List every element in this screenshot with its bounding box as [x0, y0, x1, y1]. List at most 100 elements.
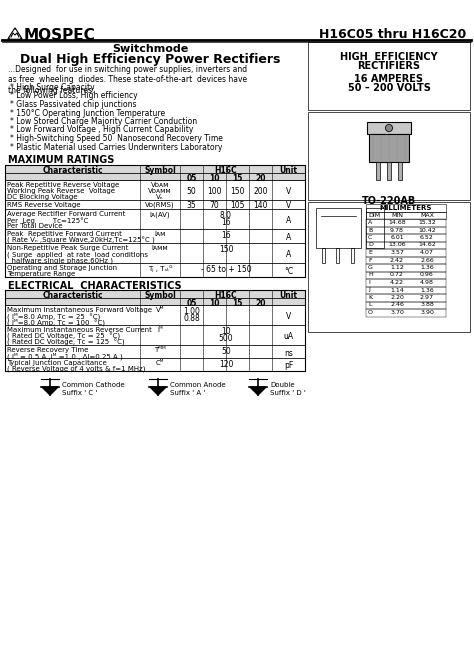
Text: Vᴅ(RMS): Vᴅ(RMS) — [145, 202, 175, 208]
Text: ELECTRICAL  CHARACTERISTICS: ELECTRICAL CHARACTERISTICS — [8, 281, 182, 291]
Text: 10: 10 — [209, 299, 220, 308]
Text: Tᴹᴹ: Tᴹᴹ — [154, 347, 166, 353]
Text: 4.07: 4.07 — [420, 250, 434, 255]
Text: - 65 to + 150: - 65 to + 150 — [201, 265, 251, 274]
Text: Suffix ' A ': Suffix ' A ' — [170, 390, 205, 396]
Text: Symbol: Symbol — [144, 291, 176, 300]
Text: ( Rated DC Voltage, Tᴄ = 125  °C): ( Rated DC Voltage, Tᴄ = 125 °C) — [7, 339, 125, 346]
Text: 1.12: 1.12 — [390, 265, 404, 270]
Text: Working Peak Reverse  Voltage: Working Peak Reverse Voltage — [7, 188, 115, 194]
Text: halfware,single phase,60Hz ): halfware,single phase,60Hz ) — [7, 257, 113, 263]
Text: 2.97: 2.97 — [420, 295, 434, 300]
Text: pF: pF — [284, 362, 293, 371]
Text: 500: 500 — [219, 334, 233, 343]
Text: * Plastic Material used Carries Underwriters Laboratory: * Plastic Material used Carries Underwri… — [10, 143, 222, 151]
Text: 2.42: 2.42 — [390, 257, 404, 263]
Bar — [5, 165, 305, 277]
Text: 2.20: 2.20 — [390, 295, 404, 300]
Bar — [5, 358, 305, 371]
Text: H16C05 thru H16C20: H16C05 thru H16C20 — [319, 28, 466, 41]
Bar — [5, 173, 305, 180]
Text: ( Surge  applied  at rate  load conditions: ( Surge applied at rate load conditions — [7, 251, 148, 257]
Polygon shape — [42, 387, 58, 395]
Bar — [366, 249, 446, 257]
Bar — [366, 219, 446, 226]
Text: Common Anode: Common Anode — [170, 382, 226, 388]
Bar — [366, 208, 384, 248]
Bar — [366, 287, 446, 294]
Bar — [5, 229, 305, 243]
Polygon shape — [250, 387, 266, 395]
Bar — [352, 248, 355, 263]
Bar — [366, 204, 446, 212]
Text: G: G — [368, 265, 373, 270]
Bar — [5, 305, 305, 325]
Text: 0.72: 0.72 — [390, 273, 404, 277]
Text: 1.00: 1.00 — [183, 307, 200, 316]
Text: Vₙ: Vₙ — [156, 194, 164, 200]
Text: 100: 100 — [207, 187, 222, 196]
Bar — [5, 209, 305, 229]
Text: H16C: H16C — [215, 166, 237, 175]
Text: 1.36: 1.36 — [420, 265, 434, 270]
Text: 16: 16 — [221, 218, 231, 227]
Text: MOSPEC: MOSPEC — [24, 28, 96, 43]
Text: Typical Junction Capacitance: Typical Junction Capacitance — [7, 360, 107, 366]
Text: J: J — [368, 287, 370, 293]
Text: Suffix ' D ': Suffix ' D ' — [270, 390, 306, 396]
Text: Maximum Instantaneous Reverse Current: Maximum Instantaneous Reverse Current — [7, 327, 152, 333]
Text: * Low Power Loss, High efficiency: * Low Power Loss, High efficiency — [10, 92, 137, 100]
Text: Dual High Efficiency Power Rectifiers: Dual High Efficiency Power Rectifiers — [20, 53, 280, 66]
Bar — [5, 325, 305, 345]
Text: 05: 05 — [186, 299, 197, 308]
Text: Vᴅᴀᴍ: Vᴅᴀᴍ — [151, 182, 169, 188]
Bar — [5, 243, 305, 263]
Text: Unit: Unit — [280, 166, 298, 175]
Text: Symbol: Symbol — [144, 166, 176, 175]
Text: 8.0: 8.0 — [220, 211, 232, 220]
Text: 3.88: 3.88 — [420, 302, 434, 308]
Text: ( Rated DC Voltage, Tᴄ = 25  °C): ( Rated DC Voltage, Tᴄ = 25 °C) — [7, 333, 120, 340]
Text: Iᴹ: Iᴹ — [157, 327, 163, 333]
Bar — [366, 309, 446, 316]
Text: uA: uA — [283, 332, 293, 341]
Text: 05: 05 — [186, 174, 197, 183]
Bar — [366, 302, 446, 309]
Text: 6.52: 6.52 — [420, 235, 434, 240]
Bar — [398, 162, 402, 180]
Text: 4.22: 4.22 — [390, 280, 404, 285]
Text: 3.70: 3.70 — [390, 310, 404, 315]
Bar — [5, 180, 305, 200]
Text: Tⱼ , Tₛₜᴳ: Tⱼ , Tₛₜᴳ — [148, 265, 172, 272]
Text: E: E — [368, 250, 372, 255]
Text: C: C — [368, 235, 373, 240]
Bar — [366, 279, 446, 287]
Text: ( Iᴹ=8.0 Amp, Tᴄ = 25  °C): ( Iᴹ=8.0 Amp, Tᴄ = 25 °C) — [7, 313, 100, 320]
Text: 50: 50 — [187, 187, 196, 196]
Text: Per Total Device: Per Total Device — [7, 223, 63, 229]
Bar — [5, 298, 305, 305]
Text: Reverse Recovery Time: Reverse Recovery Time — [7, 347, 88, 353]
Text: Average Rectifier Forward Current: Average Rectifier Forward Current — [7, 211, 126, 217]
Text: 150: 150 — [219, 245, 233, 254]
Text: I: I — [368, 280, 370, 285]
Text: 20: 20 — [255, 299, 266, 308]
Text: ns: ns — [284, 348, 293, 358]
Bar — [5, 200, 305, 209]
Text: Vᴹ: Vᴹ — [156, 307, 164, 313]
Text: 105: 105 — [230, 202, 245, 210]
Bar — [308, 112, 470, 200]
Text: 0.88: 0.88 — [183, 314, 200, 323]
Text: DIM: DIM — [368, 213, 380, 218]
Text: V: V — [286, 187, 291, 196]
Text: 10: 10 — [221, 327, 231, 336]
Text: Maximum Instantaneous Forward Voltage: Maximum Instantaneous Forward Voltage — [7, 307, 152, 313]
Text: 2.46: 2.46 — [390, 302, 404, 308]
Text: 70: 70 — [210, 202, 219, 210]
Text: 1.36: 1.36 — [420, 287, 434, 293]
Text: Unit: Unit — [280, 291, 298, 300]
Text: 14.62: 14.62 — [418, 243, 436, 247]
Text: 3.57: 3.57 — [390, 250, 404, 255]
Text: HIGH  EFFICIENCY: HIGH EFFICIENCY — [340, 52, 438, 62]
Bar — [367, 122, 411, 134]
